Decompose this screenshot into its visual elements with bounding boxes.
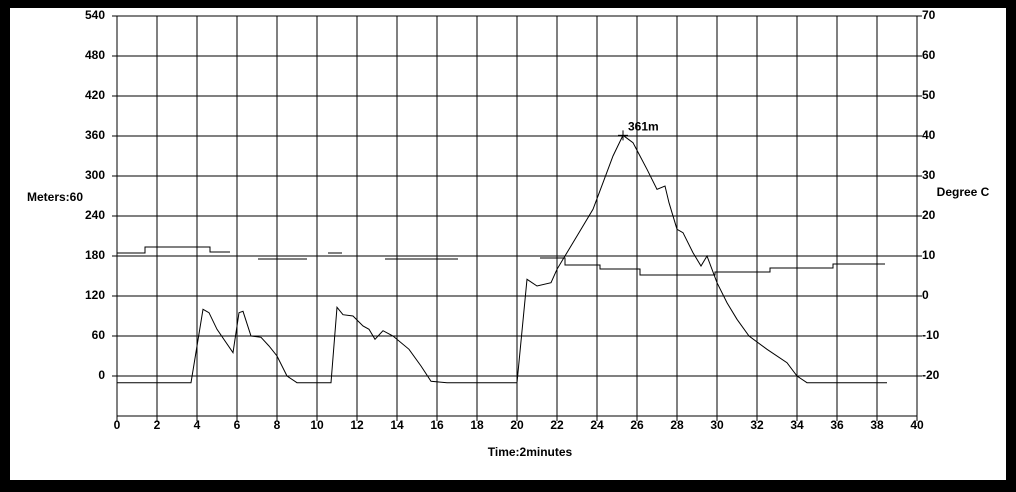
y-axis-label: Meters:60 [27,190,83,204]
x-axis-label: Time:2minutes [488,445,573,459]
y2-tick-label: 20 [922,208,936,222]
y2-tick-label: 40 [922,128,936,142]
x-tick-label: 36 [830,418,844,432]
data-line [117,134,887,384]
x-tick-label: 40 [910,418,924,432]
y-tick-label: 480 [85,48,105,62]
x-tick-label: 8 [274,418,281,432]
x-tick-label: 22 [550,418,564,432]
x-tick-label: 24 [590,418,604,432]
x-tick-label: 20 [510,418,524,432]
y-tick-label: 300 [85,168,105,182]
data-line [117,246,885,276]
x-tick-label: 14 [390,418,404,432]
chart-background [10,8,1006,480]
y2-tick-label: 0 [922,288,929,302]
y2-tick-label: -10 [922,328,940,342]
x-tick-label: 0 [114,418,121,432]
y-tick-label: 180 [85,248,105,262]
y-tick-label: 120 [85,288,105,302]
x-tick-label: 4 [194,418,201,432]
x-tick-label: 16 [430,418,444,432]
y-tick-label: 360 [85,128,105,142]
x-tick-label: 28 [670,418,684,432]
x-tick-label: 10 [310,418,324,432]
y2-tick-label: 10 [922,248,936,262]
y-tick-label: 60 [92,328,106,342]
x-tick-label: 12 [350,418,364,432]
x-tick-label: 2 [154,418,161,432]
y2-tick-label: -20 [922,368,940,382]
y2-tick-label: 60 [922,48,936,62]
y2-tick-label: 30 [922,168,936,182]
y-tick-label: 240 [85,208,105,222]
y-tick-label: 420 [85,88,105,102]
x-tick-label: 6 [234,418,241,432]
x-tick-label: 38 [870,418,884,432]
x-tick-label: 30 [710,418,724,432]
x-tick-label: 32 [750,418,764,432]
y2-tick-label: 70 [922,8,936,22]
x-tick-label: 26 [630,418,644,432]
y2-axis-label: Degree C [937,185,990,199]
x-tick-label: 34 [790,418,804,432]
annotation: 361m [628,120,659,134]
y-tick-label: 540 [85,8,105,22]
y2-tick-label: 50 [922,88,936,102]
x-tick-label: 18 [470,418,484,432]
y-tick-label: 0 [98,368,105,382]
